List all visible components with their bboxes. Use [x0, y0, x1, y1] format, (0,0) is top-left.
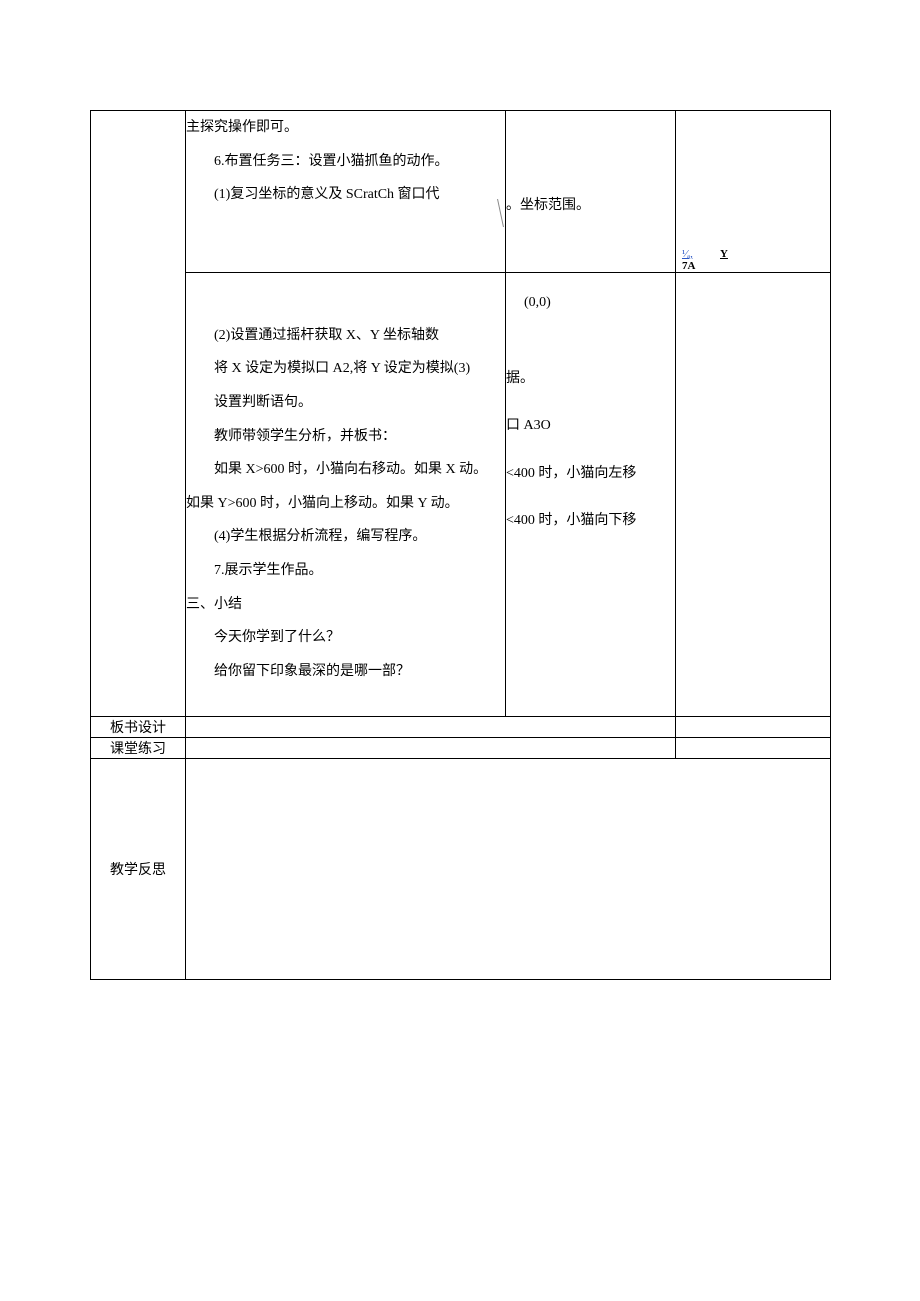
row-label-empty: [91, 111, 186, 717]
lesson-plan-page: 主探究操作即可。 6.布置任务三：设置小猫抓鱼的动作。 (1)复习坐标的意义及 …: [90, 0, 830, 980]
slash-mark: [506, 199, 675, 229]
text-line: (2)设置通过摇杆获取 X、Y 坐标轴数: [186, 319, 505, 353]
text-line: 主探究操作即可。: [186, 111, 505, 145]
text-line: 口 A3O: [506, 409, 675, 443]
text-line: 今天你学到了什么？: [186, 621, 505, 655]
board-design-row: 板书设计: [91, 717, 831, 738]
class-exercise-right: [676, 738, 831, 759]
content-b-2: (2)设置通过摇杆获取 X、Y 坐标轴数 将 X 设定为模拟口 A2,将 Y 设…: [186, 272, 506, 717]
content-d-2: [676, 272, 831, 717]
text-line: 将 X 设定为模拟口 A2,将 Y 设定为模拟(3): [186, 352, 505, 386]
text-line: 三、小结: [186, 588, 505, 622]
text-line: 6.布置任务三：设置小猫抓鱼的动作。: [186, 145, 505, 179]
teaching-reflection-label: 教学反思: [91, 759, 186, 980]
teaching-reflection-row: 教学反思: [91, 759, 831, 980]
lesson-plan-table: 主探究操作即可。 6.布置任务三：设置小猫抓鱼的动作。 (1)复习坐标的意义及 …: [90, 110, 831, 980]
axis-y-label: Y: [720, 248, 728, 260]
text-line: 如果 X>600 时，小猫向右移动。如果 X 动。: [186, 453, 505, 487]
teaching-reflection-content: [186, 759, 831, 980]
content-b-1: 主探究操作即可。 6.布置任务三：设置小猫抓鱼的动作。 (1)复习坐标的意义及 …: [186, 111, 506, 273]
text-line: 设置判断语句。: [186, 386, 505, 420]
class-exercise-content: [186, 738, 676, 759]
origin-label: (0,0): [506, 287, 675, 312]
axis-fraction: ¹⁄ₐ,: [682, 248, 693, 260]
axis-7a: 7A: [682, 260, 695, 272]
class-exercise-label: 课堂练习: [91, 738, 186, 759]
text-line: (1)复习坐标的意义及 SCratCh 窗口代: [186, 178, 505, 212]
class-exercise-row: 课堂练习: [91, 738, 831, 759]
content-row-1: 主探究操作即可。 6.布置任务三：设置小猫抓鱼的动作。 (1)复习坐标的意义及 …: [91, 111, 831, 273]
text-line: 据。: [506, 362, 675, 396]
text-line: 教师带领学生分析，并板书：: [186, 420, 505, 454]
text-line: 如果 Y>600 时，小猫向上移动。如果 Y 动。: [186, 487, 505, 521]
content-c-2: (0,0) 据。 口 A3O <400 时，小猫向左移 <400 时，小猫向下移: [506, 272, 676, 717]
text-line: 7.展示学生作品。: [186, 554, 505, 588]
board-design-right: [676, 717, 831, 738]
content-c-1: 。坐标范围。: [506, 111, 676, 273]
text-line: <400 时，小猫向下移: [506, 504, 675, 538]
axis-cell: ¹⁄ₐ, Y 7A: [676, 111, 831, 273]
board-design-content: [186, 717, 676, 738]
text-line: 给你留下印象最深的是哪一部？: [186, 655, 505, 689]
board-design-label: 板书设计: [91, 717, 186, 738]
text-line: <400 时，小猫向左移: [506, 457, 675, 491]
content-row-2: (2)设置通过摇杆获取 X、Y 坐标轴数 将 X 设定为模拟口 A2,将 Y 设…: [91, 272, 831, 717]
text-line: (4)学生根据分析流程，编写程序。: [186, 520, 505, 554]
